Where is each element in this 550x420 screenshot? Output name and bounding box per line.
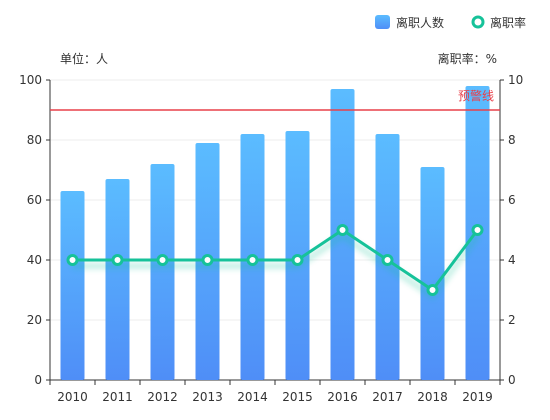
warning-line-label: 预警线 [458,88,494,103]
rate-point-2014 [246,254,259,266]
legend-bar-label: 离职人数 [396,15,444,30]
y-left-tick-label: 60 [27,193,42,207]
y-left-tick-label: 20 [27,313,42,327]
line-series [66,224,484,301]
rate-point-2016 [336,224,349,236]
x-tick-label: 2017 [372,390,403,404]
y-right-tick-label: 8 [508,133,516,147]
rate-point-2013 [201,254,214,266]
x-tick-label: 2010 [57,390,88,404]
rate-point-2017 [381,254,394,266]
legend: 离职人数 离职率 [375,15,526,30]
bar-2011 [105,179,130,380]
x-tick-label: 2019 [462,390,493,404]
y-right-tick-label: 0 [508,373,516,387]
rate-point-2018 [426,284,439,296]
y-left-tick-label: 100 [19,73,42,87]
x-tick-label: 2018 [417,390,448,404]
y-right-tick-label: 2 [508,313,516,327]
x-tick-label: 2016 [327,390,358,404]
rate-point-2019 [471,224,484,236]
legend-line-label: 离职率 [490,15,526,30]
rate-point-2010 [66,254,79,266]
y-right-tick-label: 4 [508,253,516,267]
left-unit-label: 单位：人 [60,51,108,66]
y-left-tick-label: 80 [27,133,42,147]
rate-point-2015 [291,254,304,266]
bar-2010 [60,191,85,380]
x-tick-label: 2015 [282,390,313,404]
reference-line-group: 预警线 [50,88,500,111]
tick-labels: 0 20 40 60 80 100 0 2 4 6 8 10 2010 2011 2012 2013 2014 2… [19,73,523,404]
legend-bar-swatch [375,15,390,29]
rate-point-2012 [156,254,169,266]
x-tick-label: 2013 [192,390,223,404]
rate-point-2011 [111,254,124,266]
x-tick-label: 2011 [102,390,133,404]
bar-2018 [420,167,445,380]
y-right-tick-label: 10 [508,73,523,87]
bar-series [60,86,490,380]
rate-line [72,228,479,292]
x-tick-label: 2014 [237,390,268,404]
x-tick-label: 2012 [147,390,178,404]
y-right-tick-label: 6 [508,193,516,207]
right-unit-label: 离职率：% [438,51,497,66]
bar-2012 [150,164,175,380]
rate-line-shadow [72,232,480,301]
y-left-tick-label: 40 [27,253,42,267]
legend-line-marker [471,15,485,29]
y-left-tick-label: 0 [34,373,42,387]
